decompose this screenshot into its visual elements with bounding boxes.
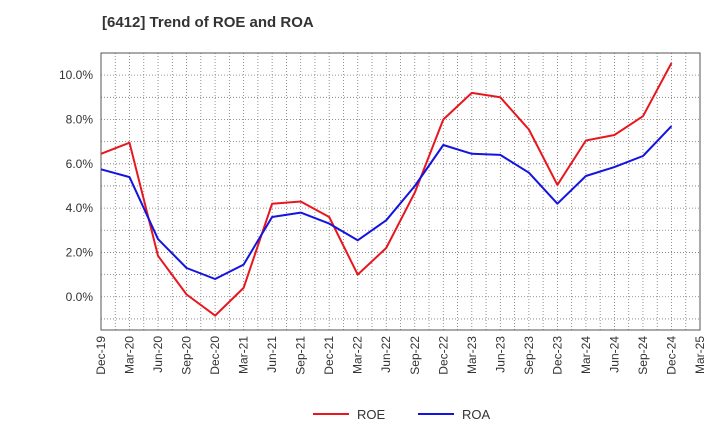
series-line-roa — [100, 125, 673, 280]
x-axis-ticks: Dec-19 Mar-20 Jun-20 Sep-20 Dec-20 Mar-21 Jun-… — [94, 336, 707, 375]
y-tick-label: 10.0% — [59, 68, 93, 82]
x-tick-label: Dec-22 — [436, 336, 450, 375]
y-tick-label: 0.0% — [66, 290, 94, 304]
x-tick-label: Mar-22 — [351, 336, 365, 374]
y-tick-label: 2.0% — [66, 245, 94, 259]
x-tick-label: Mar-23 — [465, 336, 479, 374]
legend: ROE ROA — [313, 407, 491, 422]
x-tick-label: Sep-24 — [636, 336, 650, 375]
x-tick-label: Sep-21 — [294, 336, 308, 375]
y-tick-label: 4.0% — [66, 201, 94, 215]
x-tick-label: Dec-23 — [550, 336, 564, 375]
x-tick-label: Dec-24 — [664, 336, 678, 375]
x-tick-label: Sep-20 — [180, 336, 194, 375]
y-tick-label: 6.0% — [66, 157, 94, 171]
x-tick-label: Jun-23 — [493, 336, 507, 373]
x-tick-label: Jun-24 — [607, 336, 621, 373]
y-tick-label: 8.0% — [66, 112, 94, 126]
x-tick-label: Mar-24 — [579, 336, 593, 374]
x-tick-label: Mar-20 — [123, 336, 137, 374]
x-tick-label: Mar-21 — [237, 336, 251, 374]
x-tick-label: Dec-20 — [208, 336, 222, 375]
x-tick-label: Dec-19 — [94, 336, 108, 375]
series-layer — [100, 62, 673, 317]
plot-frame — [100, 52, 701, 331]
x-tick-label: Jun-20 — [151, 336, 165, 373]
grid-lines — [101, 52, 700, 330]
x-tick-label: Jun-22 — [379, 336, 393, 373]
legend-label-roe: ROE — [357, 407, 386, 422]
x-tick-label: Dec-21 — [322, 336, 336, 375]
chart-title: [6412] Trend of ROE and ROA — [102, 14, 314, 31]
series-line-roe — [100, 62, 673, 317]
x-tick-label: Jun-21 — [265, 336, 279, 373]
x-tick-label: Sep-23 — [522, 336, 536, 375]
y-axis-ticks: 0.0% 2.0% 4.0% 6.0% 8.0% 10.0% — [59, 68, 93, 304]
x-tick-label: Sep-22 — [408, 336, 422, 375]
x-tick-label: Mar-25 — [693, 336, 707, 374]
legend-label-roa: ROA — [462, 407, 491, 422]
